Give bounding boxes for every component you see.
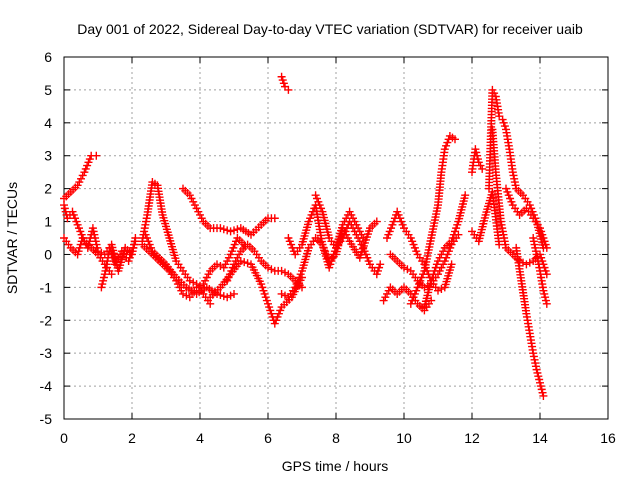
x-tick-label: 2: [128, 430, 136, 446]
y-tick-label: -3: [40, 345, 53, 361]
data-point: [131, 237, 140, 246]
y-tick-label: 2: [44, 181, 52, 197]
data-point: [376, 260, 385, 269]
x-tick-label: 6: [264, 430, 272, 446]
x-tick-label: 16: [600, 430, 616, 446]
data-point: [298, 283, 306, 292]
x-tick-label: 10: [396, 430, 412, 446]
data-point: [542, 299, 551, 308]
data-point: [107, 270, 116, 279]
data-point: [213, 289, 221, 298]
data-point: [403, 265, 412, 274]
data-point: [216, 224, 225, 233]
data-point: [451, 135, 459, 144]
data-point: [277, 266, 286, 275]
y-tick-label: -4: [40, 378, 53, 394]
data-point: [281, 291, 289, 300]
data-point: [243, 259, 252, 268]
x-tick-label: 12: [464, 430, 480, 446]
data-point: [223, 226, 232, 235]
data-point: [267, 265, 276, 274]
y-tick-label: -2: [40, 312, 53, 328]
data-point: [97, 248, 106, 257]
data-point: [400, 263, 408, 272]
data-point: [420, 283, 429, 292]
data-point: [525, 258, 534, 267]
x-axis-label: GPS time / hours: [282, 458, 389, 474]
y-tick-label: 5: [44, 82, 52, 98]
data-point: [226, 227, 235, 236]
data-point: [92, 151, 101, 160]
data-point: [223, 293, 232, 302]
y-tick-label: 1: [44, 214, 52, 230]
data-point: [284, 85, 293, 94]
data-point: [240, 258, 249, 267]
data-point: [216, 291, 225, 300]
chart-title: Day 001 of 2022, Sidereal Day-to-day VTE…: [77, 21, 583, 37]
data-point: [213, 260, 221, 269]
data-point: [270, 214, 279, 223]
y-tick-label: 0: [44, 246, 52, 262]
data-point: [196, 281, 204, 290]
data-point: [478, 164, 487, 173]
x-tick-label: 8: [332, 430, 340, 446]
data-point: [281, 268, 289, 277]
data-point: [185, 276, 194, 285]
data-point: [461, 191, 470, 200]
x-tick-label: 14: [532, 430, 548, 446]
data-point: [264, 263, 272, 272]
data-point: [189, 278, 198, 287]
x-tick-label: 0: [60, 430, 68, 446]
data-point: [447, 260, 456, 269]
data-point: [437, 285, 446, 294]
y-tick-label: 6: [44, 49, 52, 65]
data-point: [277, 289, 286, 298]
data-point: [230, 226, 238, 235]
y-tick-label: -1: [40, 279, 53, 295]
data-point: [219, 225, 228, 234]
data-point: [427, 296, 436, 305]
data-point: [434, 286, 442, 295]
data-point: [179, 289, 187, 298]
data-point: [94, 247, 102, 256]
data-point: [216, 261, 225, 270]
y-tick-label: -5: [40, 411, 53, 427]
data-point: [542, 243, 551, 252]
y-tick-label: 3: [44, 148, 52, 164]
y-axis-label: SDTVAR / TECUs: [4, 182, 20, 294]
data-point: [522, 260, 531, 269]
data-point: [539, 391, 548, 400]
y-tick-label: 4: [44, 115, 52, 131]
data-point: [182, 291, 191, 300]
data-points: [60, 72, 551, 400]
data-point: [230, 289, 238, 298]
data-point: [372, 217, 381, 226]
x-tick-label: 4: [196, 430, 204, 446]
data-point: [219, 292, 228, 301]
data-point: [226, 291, 235, 300]
data-point: [192, 283, 201, 292]
